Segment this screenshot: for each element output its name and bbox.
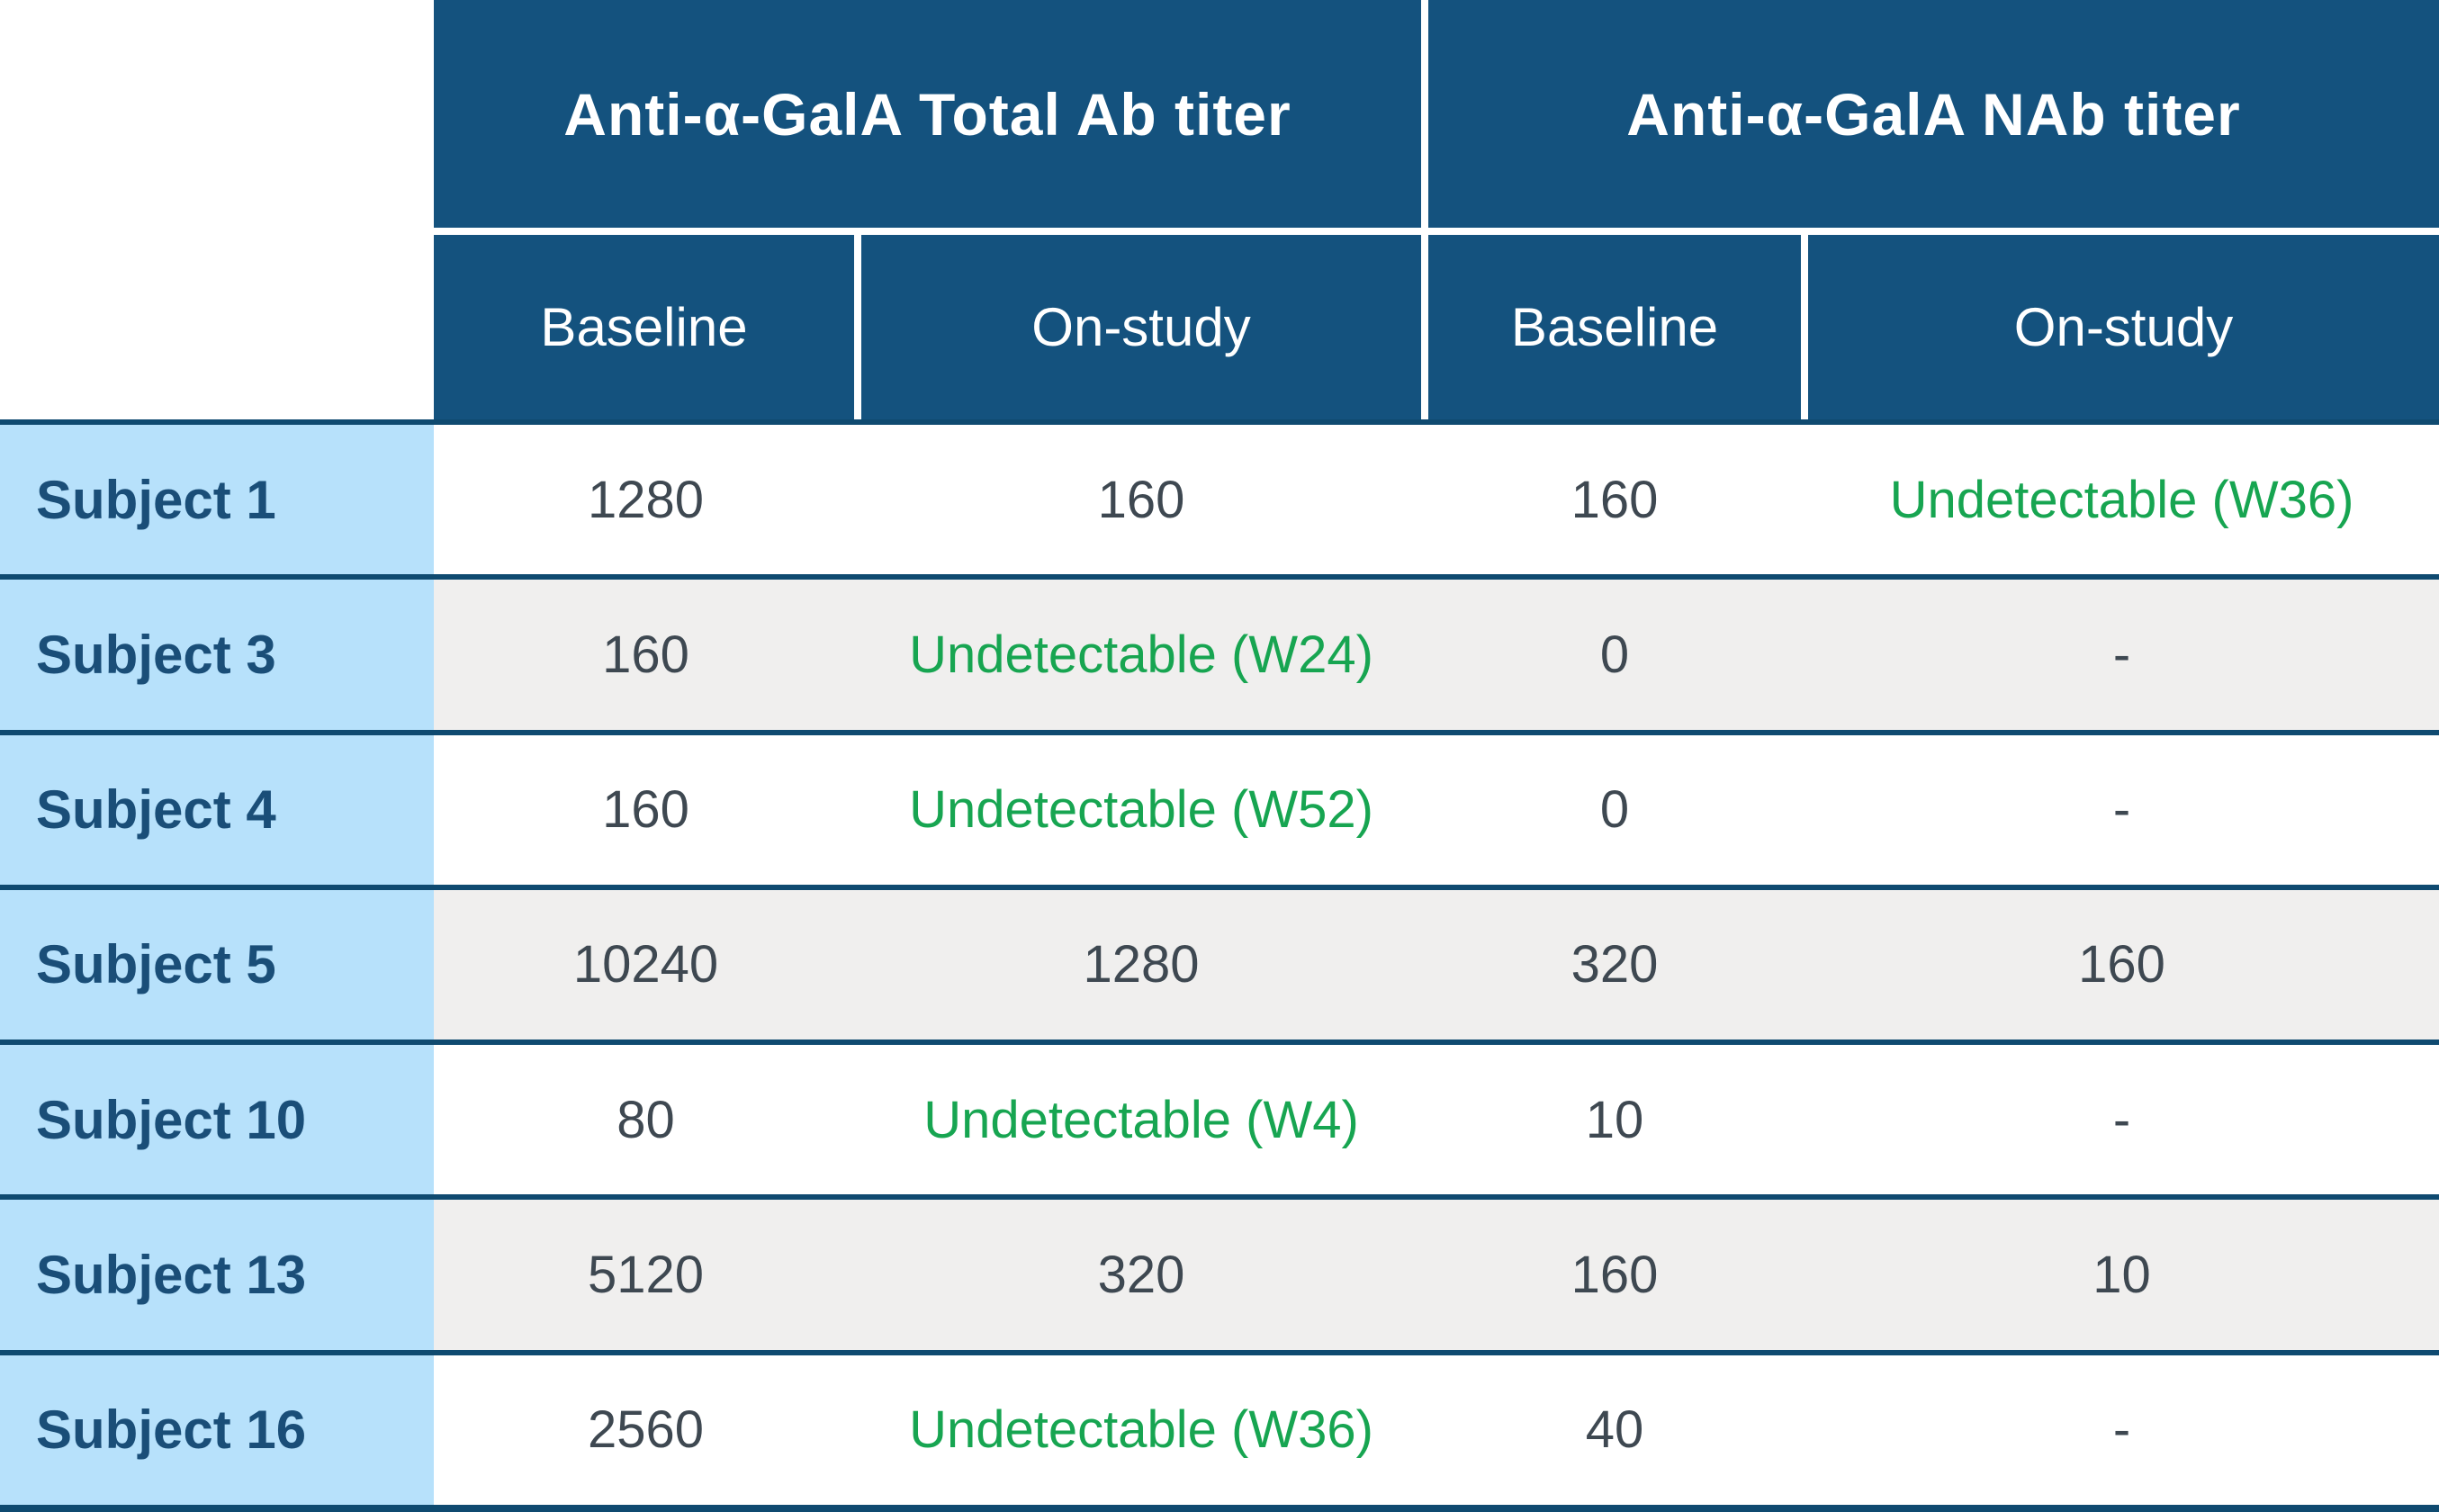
subheader-nab-onstudy: On-study <box>1808 235 2439 419</box>
titer-cell: 320 <box>1425 889 1804 1040</box>
titer-cell: - <box>1804 734 2439 885</box>
subject-row-header: Subject 4 <box>0 734 434 885</box>
subheader-nab-baseline: Baseline <box>1428 235 1801 419</box>
table-row: Subject 4 160 Undetectable (W52) 0 - <box>0 734 2439 890</box>
titer-cell: 160 <box>858 425 1425 575</box>
subject-row-header: Subject 13 <box>0 1200 434 1350</box>
titer-cell: 160 <box>1425 425 1804 575</box>
titer-cell: - <box>1804 580 2439 730</box>
subheader-total-onstudy: On-study <box>861 235 1421 419</box>
titer-cell: Undetectable (W36) <box>858 1354 1425 1505</box>
titer-cell: - <box>1804 1045 2439 1195</box>
titer-cell: 10 <box>1804 1200 2439 1350</box>
titer-cell: 0 <box>1425 734 1804 885</box>
titer-cell: 160 <box>434 580 858 730</box>
titer-cell: Undetectable (W4) <box>858 1045 1425 1195</box>
titer-cell: 1280 <box>434 425 858 575</box>
subject-row-header: Subject 16 <box>0 1354 434 1505</box>
titer-cell: 0 <box>1425 580 1804 730</box>
titer-cell: 160 <box>1425 1200 1804 1350</box>
table-row: Subject 3 160 Undetectable (W24) 0 - <box>0 580 2439 735</box>
titer-cell: 320 <box>858 1200 1425 1350</box>
titer-cell: Undetectable (W24) <box>858 580 1425 730</box>
table-row: Subject 5 10240 1280 320 160 <box>0 889 2439 1046</box>
titer-cell: 160 <box>434 734 858 885</box>
titer-cell: Undetectable (W52) <box>858 734 1425 885</box>
subject-row-header: Subject 1 <box>0 425 434 575</box>
titer-cell: 160 <box>1804 889 2439 1040</box>
subheader-total-baseline: Baseline <box>434 235 854 419</box>
header-divider-line <box>0 419 2439 425</box>
titer-cell: 1280 <box>858 889 1425 1040</box>
titer-cell: - <box>1804 1354 2439 1505</box>
titer-cell: Undetectable (W36) <box>1804 425 2439 575</box>
titer-cell: 40 <box>1425 1354 1804 1505</box>
table-row: Subject 1 1280 160 160 Undetectable (W36… <box>0 425 2439 580</box>
table-row: Subject 10 80 Undetectable (W4) 10 - <box>0 1045 2439 1201</box>
titer-cell: 80 <box>434 1045 858 1195</box>
table-bottom-border <box>0 1505 2439 1512</box>
table-row: Subject 13 5120 320 160 10 <box>0 1200 2439 1355</box>
titer-cell: 10240 <box>434 889 858 1040</box>
table-row: Subject 16 2560 Undetectable (W36) 40 - <box>0 1354 2439 1505</box>
subject-row-header: Subject 10 <box>0 1045 434 1195</box>
subject-row-header: Subject 5 <box>0 889 434 1040</box>
titer-cell: 2560 <box>434 1354 858 1505</box>
header-total-ab-titer: Anti-α-GalA Total Ab titer <box>434 0 1421 228</box>
titer-cell: 10 <box>1425 1045 1804 1195</box>
header-nab-titer: Anti-α-GalA NAb titer <box>1428 0 2439 228</box>
subject-row-header: Subject 3 <box>0 580 434 730</box>
table-body: Subject 1 1280 160 160 Undetectable (W36… <box>0 425 2439 1505</box>
titer-cell: 5120 <box>434 1200 858 1350</box>
